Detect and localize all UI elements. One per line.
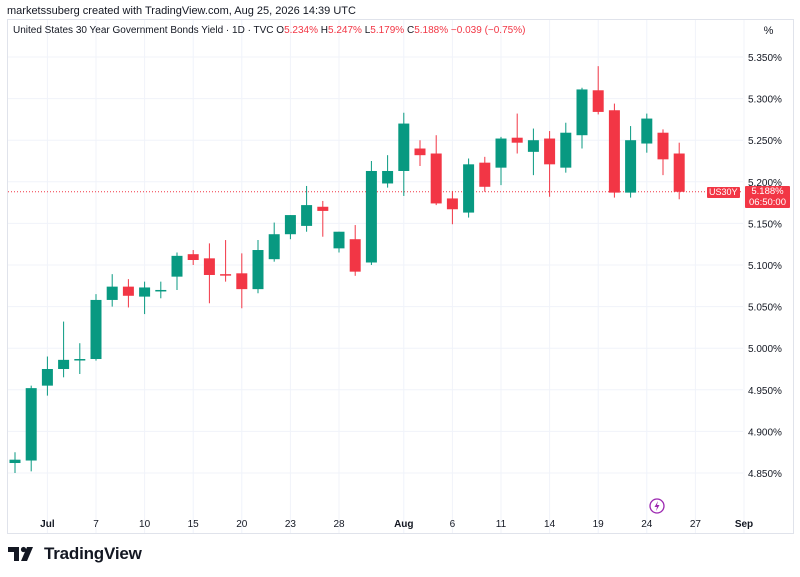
x-tick-label: 23 bbox=[285, 519, 297, 530]
candle-body bbox=[479, 162, 491, 187]
percent-scale-label: % bbox=[763, 25, 774, 37]
candle-body bbox=[122, 286, 134, 296]
candle-body bbox=[187, 254, 199, 261]
candle-body bbox=[236, 273, 248, 290]
x-tick-label: 20 bbox=[236, 519, 248, 530]
candle-body bbox=[252, 250, 264, 290]
candle-body bbox=[333, 231, 345, 249]
y-tick-label: 5.350% bbox=[748, 53, 782, 64]
candle-body bbox=[284, 215, 296, 235]
legend-open-label: O bbox=[276, 25, 285, 36]
candle-body bbox=[382, 170, 394, 184]
x-tick-label: 19 bbox=[593, 519, 605, 530]
candle-body bbox=[139, 287, 151, 297]
candle-body bbox=[25, 388, 37, 461]
candle-body bbox=[365, 170, 377, 263]
legend-high-label: H bbox=[320, 25, 329, 36]
legend-low-value: 5.179% bbox=[370, 25, 405, 36]
legend-open-value: 5.234% bbox=[284, 25, 318, 36]
candle-body bbox=[398, 123, 410, 171]
x-tick-label: 27 bbox=[690, 519, 702, 530]
y-tick-label: 4.950% bbox=[748, 386, 782, 397]
y-tick-label: 5.100% bbox=[748, 261, 782, 272]
candle-body bbox=[58, 359, 70, 369]
candle-body bbox=[317, 206, 329, 211]
candle-body bbox=[511, 137, 523, 143]
lightning-icon[interactable] bbox=[649, 498, 665, 514]
candle-body bbox=[608, 110, 620, 193]
candle-body bbox=[203, 258, 215, 275]
y-tick-label: 5.250% bbox=[748, 136, 782, 147]
y-tick-label: 5.300% bbox=[748, 95, 782, 106]
x-tick-label: Jul bbox=[40, 519, 55, 530]
bar-countdown: 06:50:00 bbox=[749, 197, 786, 208]
candle-body bbox=[74, 359, 86, 361]
candle-body bbox=[625, 140, 637, 193]
y-tick-label: 4.900% bbox=[748, 427, 782, 438]
candle-body bbox=[90, 299, 102, 360]
x-tick-label: Sep bbox=[735, 519, 753, 530]
x-tick-label: 14 bbox=[544, 519, 556, 530]
candle-body bbox=[220, 274, 232, 276]
y-tick-label: 4.850% bbox=[748, 469, 782, 480]
candle-body bbox=[560, 132, 572, 168]
candle-body bbox=[446, 198, 458, 210]
top-bar: marketssuberg created with TradingView.c… bbox=[0, 0, 800, 20]
candle-body bbox=[576, 89, 588, 136]
candle-body bbox=[268, 234, 280, 260]
candle-body bbox=[9, 459, 21, 464]
candle-body bbox=[106, 286, 118, 300]
legend-close-value: 5.188% bbox=[414, 25, 449, 36]
candle-body bbox=[495, 138, 507, 168]
x-tick-label: 24 bbox=[641, 519, 653, 530]
candle-body bbox=[349, 239, 361, 272]
candle-body bbox=[155, 289, 167, 292]
candle-body bbox=[41, 369, 53, 386]
x-tick-label: 6 bbox=[450, 519, 456, 530]
legend-low-label: L bbox=[364, 25, 371, 36]
chart-frame bbox=[7, 19, 794, 534]
candle-body bbox=[414, 148, 426, 156]
x-tick-label: 11 bbox=[496, 519, 507, 530]
tradingview-logo[interactable]: TradingView bbox=[8, 544, 142, 564]
legend-high-value: 5.247% bbox=[328, 25, 362, 36]
candle-body bbox=[641, 118, 653, 144]
x-tick-label: 28 bbox=[333, 519, 345, 530]
symbol-price-tag: US30Y bbox=[707, 187, 740, 198]
percent-scale-toggle[interactable]: % bbox=[744, 22, 793, 40]
candle-body bbox=[544, 138, 556, 165]
x-tick-label: 15 bbox=[188, 519, 200, 530]
y-tick-label: 5.050% bbox=[748, 303, 782, 314]
x-tick-label: Aug bbox=[394, 519, 413, 530]
tradingview-wordmark: TradingView bbox=[44, 544, 142, 563]
x-tick-label: 7 bbox=[93, 519, 99, 530]
legend-change: −0.039 (−0.75%) bbox=[450, 25, 526, 36]
tradingview-logo-icon bbox=[8, 546, 33, 561]
candle-body bbox=[430, 153, 442, 204]
legend-close-label: C bbox=[406, 25, 415, 36]
x-tick-label: 10 bbox=[139, 519, 151, 530]
candle-body bbox=[527, 140, 539, 152]
y-tick-label: 5.150% bbox=[748, 219, 782, 230]
candle-body bbox=[657, 132, 669, 160]
y-tick-label: 5.000% bbox=[748, 344, 782, 355]
last-price-value: 5.188% bbox=[751, 186, 784, 197]
chart-credit: marketssuberg created with TradingView.c… bbox=[7, 5, 356, 17]
symbol-legend[interactable]: United States 30 Year Government Bonds Y… bbox=[13, 25, 525, 36]
candle-body bbox=[673, 153, 685, 192]
candle-body bbox=[463, 164, 475, 213]
last-price-tag: 5.188% 06:50:00 bbox=[745, 186, 790, 208]
candle-body bbox=[301, 205, 313, 226]
legend-title: United States 30 Year Government Bonds Y… bbox=[13, 25, 274, 36]
candle-body bbox=[592, 90, 604, 112]
y-tick-label: 5.200% bbox=[748, 178, 782, 189]
candle-body bbox=[171, 255, 183, 277]
